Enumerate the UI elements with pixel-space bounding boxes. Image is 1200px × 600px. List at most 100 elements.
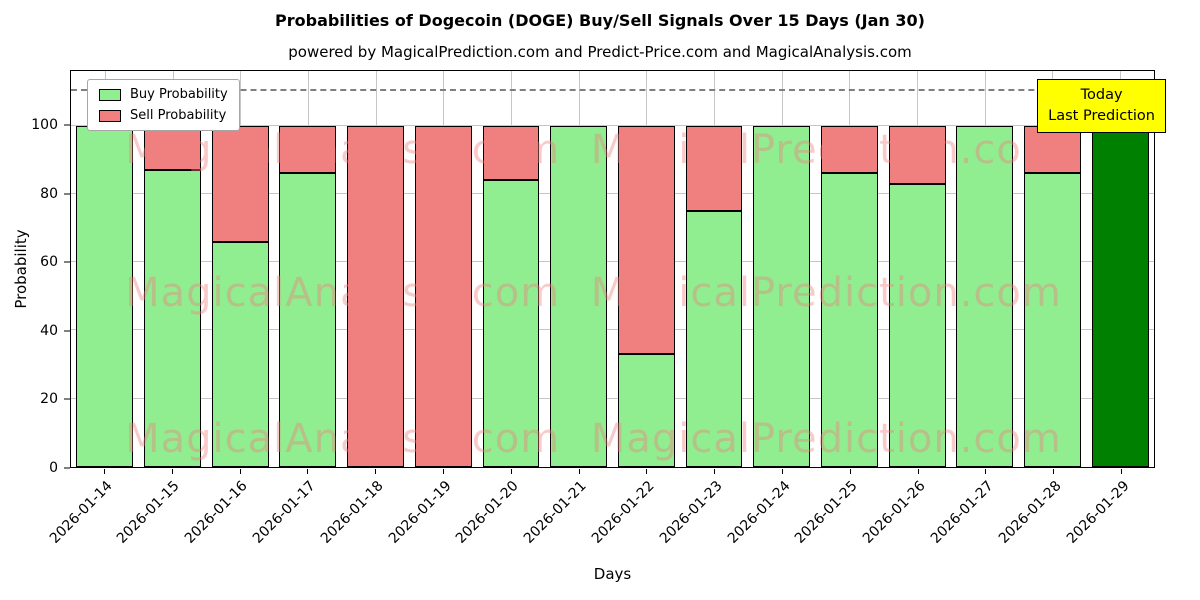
- x-tick-label: 2026-01-15: [114, 478, 184, 547]
- x-tick-mark: [985, 469, 987, 474]
- bar-buy-segment[interactable]: [685, 210, 743, 467]
- x-tick-mark: [442, 469, 444, 474]
- x-tick-mark: [917, 469, 919, 474]
- bar-slot-2026-01-27: [951, 71, 1019, 467]
- annotation-line-1: Today: [1080, 87, 1123, 103]
- x-tick-label: 2026-01-20: [453, 478, 523, 547]
- x-tick-label: 2026-01-16: [181, 478, 251, 547]
- bar-sell-segment[interactable]: [685, 125, 743, 211]
- bar-slot-2026-01-29: [1086, 71, 1154, 467]
- x-tick-mark: [307, 469, 309, 474]
- bar-buy-segment[interactable]: [482, 180, 540, 467]
- bar-slot-2026-01-26: [883, 71, 951, 467]
- bar-slot-2026-01-24: [748, 71, 816, 467]
- plot-area: MagicalAnalysis.com MagicalPrediction.com…: [70, 70, 1166, 468]
- bar-sell-segment[interactable]: [482, 125, 540, 181]
- bar-slot-2026-01-28: [1019, 71, 1087, 467]
- bar-buy-segment[interactable]: [76, 125, 134, 467]
- bar-sell-segment[interactable]: [414, 125, 472, 467]
- bar-slot-2026-01-14: [71, 71, 139, 467]
- chart-title: Probabilities of Dogecoin (DOGE) Buy/Sel…: [275, 11, 925, 30]
- bar-sell-segment[interactable]: [888, 125, 946, 184]
- bar-buy-segment[interactable]: [1024, 173, 1081, 467]
- bar-buy-segment[interactable]: [820, 173, 878, 467]
- x-tick-label: 2026-01-25: [792, 478, 862, 547]
- x-tick-mark: [375, 469, 377, 474]
- bar-sell-segment[interactable]: [820, 125, 878, 174]
- x-tick-mark: [646, 469, 648, 474]
- x-tick-mark: [239, 469, 241, 474]
- y-tick-mark: [64, 398, 70, 400]
- bar-slot-2026-01-20: [477, 71, 545, 467]
- y-tick-label: 60: [40, 254, 58, 271]
- bar-sell-segment[interactable]: [1024, 125, 1081, 174]
- y-tick-mark: [64, 330, 70, 332]
- bar-buy-segment[interactable]: [211, 241, 269, 467]
- x-tick-label: 2026-01-27: [927, 478, 997, 547]
- x-axis-label: Days: [593, 565, 632, 583]
- legend: Buy Probability Sell Probability: [87, 79, 240, 131]
- bar-buy-segment[interactable]: [144, 170, 201, 467]
- bar-buy-segment[interactable]: [617, 354, 675, 467]
- y-tick-label: 0: [49, 460, 58, 476]
- bar-buy-segment[interactable]: [956, 125, 1014, 467]
- bar-buy-segment[interactable]: [550, 125, 608, 467]
- bar-slot-2026-01-25: [816, 71, 884, 467]
- x-tick-label: 2026-01-24: [724, 478, 794, 547]
- y-tick-label: 80: [40, 185, 58, 202]
- x-tick-mark: [578, 469, 580, 474]
- x-tick-label: 2026-01-26: [860, 478, 929, 547]
- x-tick-label: 2026-01-21: [521, 478, 590, 547]
- h-gridline: [71, 329, 1154, 331]
- legend-item-buy: Buy Probability: [99, 87, 228, 102]
- legend-label-buy: Buy Probability: [130, 87, 228, 102]
- h-gridline: [71, 192, 1154, 194]
- h-gridline: [71, 261, 1154, 263]
- bar-slot-2026-01-22: [613, 71, 681, 467]
- bar-slot-2026-01-16: [206, 71, 274, 467]
- h-gridline: [71, 397, 1154, 399]
- y-tick-label: 100: [31, 116, 58, 133]
- x-tick-label: 2026-01-18: [317, 478, 387, 547]
- x-tick-mark: [1121, 469, 1123, 474]
- y-tick-label: 20: [40, 391, 58, 408]
- x-axis-labels: 2026-01-14 2026-01-15 2026-01-16 2026-01-17…: [46, 469, 1155, 561]
- y-tick-mark: [64, 193, 70, 195]
- legend-item-sell: Sell Probability: [99, 108, 228, 123]
- x-tick-label: 2026-01-28: [995, 478, 1065, 547]
- bar-sell-segment[interactable]: [144, 125, 201, 170]
- x-tick-mark: [1053, 469, 1055, 474]
- bar-slot-2026-01-15: [139, 71, 207, 467]
- x-tick-label: 2026-01-17: [249, 478, 319, 547]
- x-tick-mark: [849, 469, 851, 474]
- x-tick-mark: [510, 469, 512, 474]
- bar-slot-2026-01-17: [274, 71, 342, 467]
- y-tick-mark: [64, 124, 70, 126]
- bar-sell-segment[interactable]: [211, 125, 269, 242]
- bar-slot-2026-01-21: [545, 71, 613, 467]
- bar-slot-2026-01-18: [342, 71, 410, 467]
- x-tick-label: 2026-01-14: [46, 478, 116, 547]
- sell-probability-swatch: [99, 109, 121, 122]
- chart-subtitle: powered by MagicalPrediction.com and Pre…: [288, 43, 912, 61]
- annotation-line-2: Last Prediction: [1048, 108, 1155, 125]
- x-tick-label: 2026-01-19: [385, 478, 455, 547]
- x-tick-label: 2026-01-23: [656, 478, 726, 547]
- y-tick-mark: [64, 261, 70, 263]
- h-gridline: [71, 124, 1154, 126]
- bar-buy-segment[interactable]: [753, 125, 811, 467]
- bar-sell-segment[interactable]: [617, 125, 675, 355]
- bar-sell-segment[interactable]: [347, 125, 404, 467]
- threshold-dashed-line: [71, 89, 1154, 92]
- bar-buy-segment[interactable]: [888, 183, 946, 467]
- buy-probability-swatch: [99, 88, 121, 101]
- bar-buy-segment[interactable]: [279, 173, 337, 467]
- y-tick-label: 40: [40, 322, 58, 339]
- bar-today[interactable]: [1091, 125, 1149, 467]
- today-annotation: Today Last Prediction: [1037, 79, 1166, 134]
- bar-slot-2026-01-19: [409, 71, 477, 467]
- bar-sell-segment[interactable]: [279, 125, 337, 174]
- x-tick-mark: [103, 469, 105, 474]
- legend-label-sell: Sell Probability: [130, 108, 227, 123]
